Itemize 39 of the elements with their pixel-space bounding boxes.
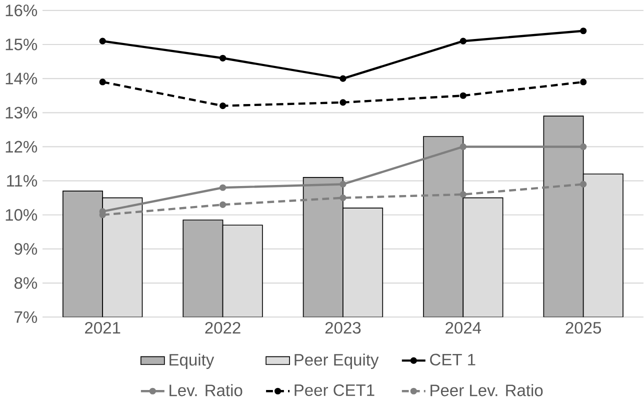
y-tick-label: 15% xyxy=(6,38,38,50)
legend-label: Equity xyxy=(170,354,214,370)
x-tick-label: 2022 xyxy=(205,322,240,334)
point xyxy=(340,75,346,82)
legend-label: Peer Equity xyxy=(294,354,379,370)
point xyxy=(460,38,466,45)
point xyxy=(580,78,587,86)
x-tick-label: 2024 xyxy=(446,322,482,334)
point xyxy=(460,144,466,150)
point xyxy=(580,144,587,150)
legend-label: Peer Lev. Ratio xyxy=(430,384,543,396)
legend-label: Lev. Ratio xyxy=(170,384,242,396)
point xyxy=(219,102,226,110)
point xyxy=(580,28,587,34)
y-tick-label: 11% xyxy=(7,175,38,187)
y-tick-label: 13% xyxy=(6,106,38,119)
point xyxy=(219,184,226,192)
point xyxy=(99,38,106,45)
point xyxy=(340,194,346,202)
point xyxy=(340,181,346,188)
y-tick-label: 14% xyxy=(6,72,38,85)
y-tick-label: 9% xyxy=(14,243,38,255)
point xyxy=(340,99,346,106)
y-tick-label: 7% xyxy=(14,312,38,324)
point xyxy=(219,202,226,208)
y-tick-label: 10% xyxy=(6,209,38,221)
x-tick-label: 2025 xyxy=(566,322,602,334)
y-tick-label: 12% xyxy=(6,141,38,153)
point xyxy=(460,92,466,100)
legend-label: Peer CET1 xyxy=(294,384,374,396)
point xyxy=(99,78,106,86)
point xyxy=(460,191,466,198)
y-tick-label: 16% xyxy=(6,4,38,16)
point xyxy=(219,55,226,62)
y-tick-label: 8% xyxy=(14,277,38,290)
x-tick-label: 2021 xyxy=(85,322,120,334)
legend-label: CET 1 xyxy=(430,354,476,366)
x-tick-label: 2023 xyxy=(325,322,361,334)
point xyxy=(580,181,587,188)
